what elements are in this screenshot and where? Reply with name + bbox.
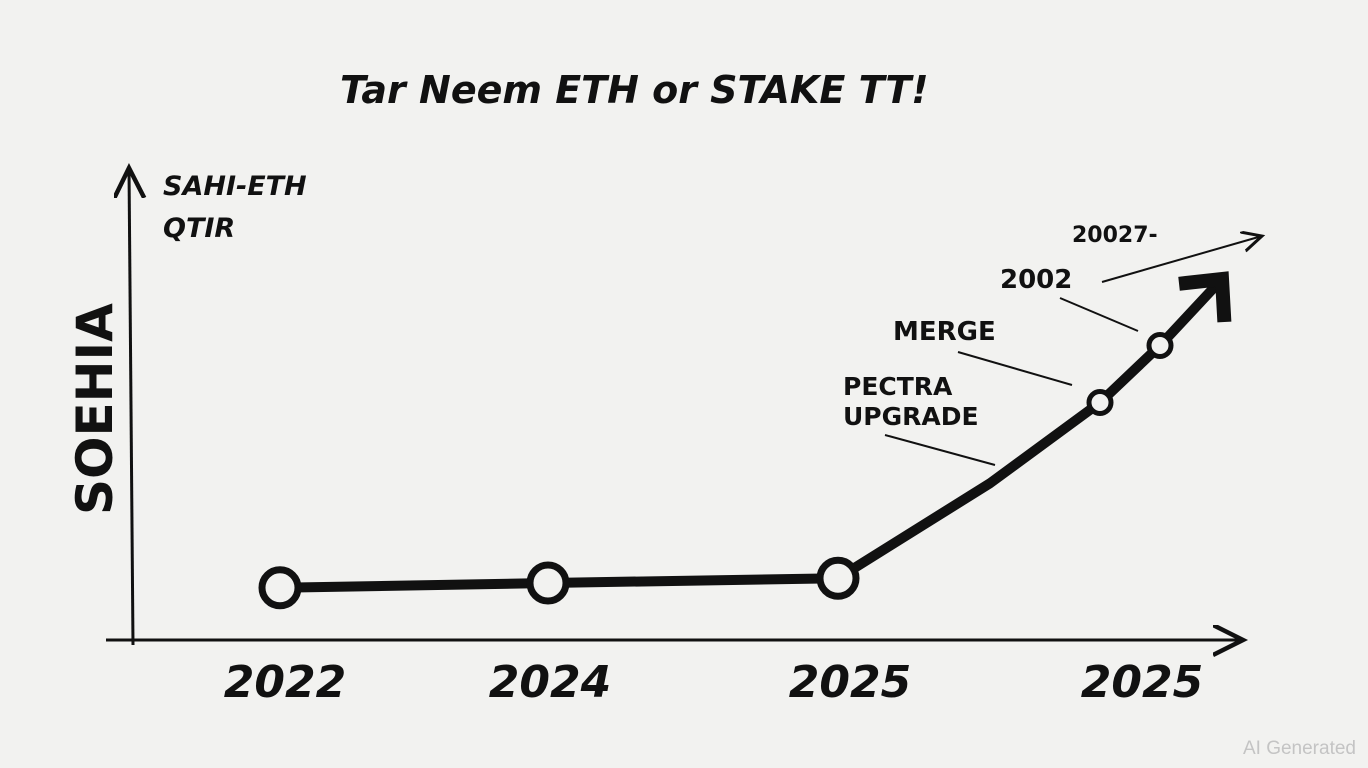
data-point-marker	[816, 556, 860, 600]
annotation-leader-line	[957, 351, 1073, 386]
legend-note-line-1: SAHI-ETH	[163, 171, 307, 202]
legend-note-line-2: QTIR	[163, 213, 235, 244]
x-tick-label: 2022	[224, 657, 346, 708]
series-line	[275, 274, 1227, 593]
data-point-marker	[1086, 389, 1114, 416]
series-arrow-head	[1178, 271, 1232, 323]
annotation-leader-line	[884, 434, 996, 466]
data-point-marker	[258, 566, 302, 610]
x-tick-label: 2025	[789, 657, 911, 708]
y-axis-label: SOEHIA	[66, 303, 124, 515]
watermark: AI Generated	[1242, 738, 1356, 759]
annotation-leader-line	[1059, 297, 1139, 332]
annotation-label: PECTRA	[843, 372, 953, 401]
annotation-label: MERGE	[893, 317, 996, 347]
annotation-label: 20027-	[1072, 223, 1158, 248]
data-point-marker	[1146, 332, 1174, 359]
annotation-leader-line	[1101, 236, 1262, 283]
annotation-label: 2002	[1000, 265, 1072, 295]
chart-title: Tar Neem ETH or STAKE TT!	[340, 68, 929, 112]
x-tick-label: 2025	[1081, 657, 1203, 708]
annotation-label: UPGRADE	[843, 402, 979, 431]
data-point-marker	[526, 561, 570, 605]
x-tick-label: 2024	[489, 657, 611, 708]
y-axis	[129, 168, 133, 646]
